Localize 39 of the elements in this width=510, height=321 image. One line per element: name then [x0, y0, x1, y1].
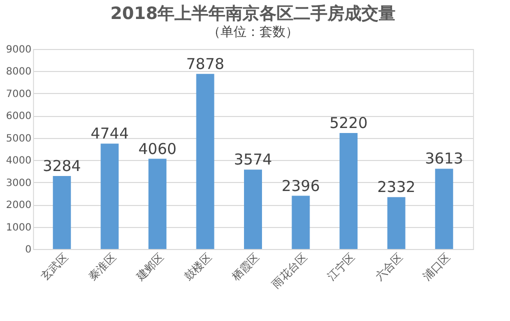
y-tick-label: 1000	[6, 222, 32, 234]
bar	[340, 133, 358, 249]
y-tick-label: 3000	[6, 178, 32, 189]
chart-subtitle: （单位：套数）	[208, 25, 298, 40]
bar	[244, 170, 262, 249]
x-tick-label: 江宁区	[325, 250, 358, 284]
y-tick-label: 0	[25, 244, 32, 256]
bar	[435, 168, 454, 249]
bar	[387, 197, 406, 249]
data-label: 2396	[282, 176, 320, 195]
x-tick-label: 六合区	[372, 250, 406, 284]
y-tick-label: 5000	[6, 133, 32, 144]
data-label: 5220	[329, 114, 368, 132]
data-label: 4744	[90, 124, 129, 143]
bar	[100, 144, 119, 249]
x-tick-label: 栖霞区	[228, 250, 262, 284]
bar	[292, 196, 310, 249]
x-tick-label: 玄武区	[38, 250, 71, 284]
y-tick-label: 4000	[6, 156, 32, 167]
bar	[196, 74, 214, 249]
x-tick-label: 浦口区	[420, 250, 454, 284]
data-label: 3284	[42, 157, 81, 176]
data-label: 2332	[377, 178, 416, 196]
data-label: 3574	[234, 150, 272, 169]
y-tick-label: 8000	[6, 66, 32, 78]
x-tick-label: 雨花台区	[269, 250, 310, 292]
bar	[148, 158, 166, 249]
bar	[52, 176, 71, 249]
x-tick-label: 建邺区	[133, 250, 166, 284]
y-tick-label: 9000	[6, 44, 32, 56]
data-label: 7878	[186, 54, 224, 73]
y-tick-label: 6000	[6, 111, 32, 122]
chart-title: 2018年上半年南京各区二手房成交量	[110, 4, 396, 24]
data-label: 3613	[425, 150, 464, 168]
data-label: 4060	[138, 140, 177, 158]
y-tick-label: 7000	[6, 88, 32, 100]
y-tick-label: 2000	[6, 200, 32, 212]
x-tick-label: 秦淮区	[86, 250, 119, 284]
x-tick-label: 鼓楼区	[182, 250, 214, 284]
